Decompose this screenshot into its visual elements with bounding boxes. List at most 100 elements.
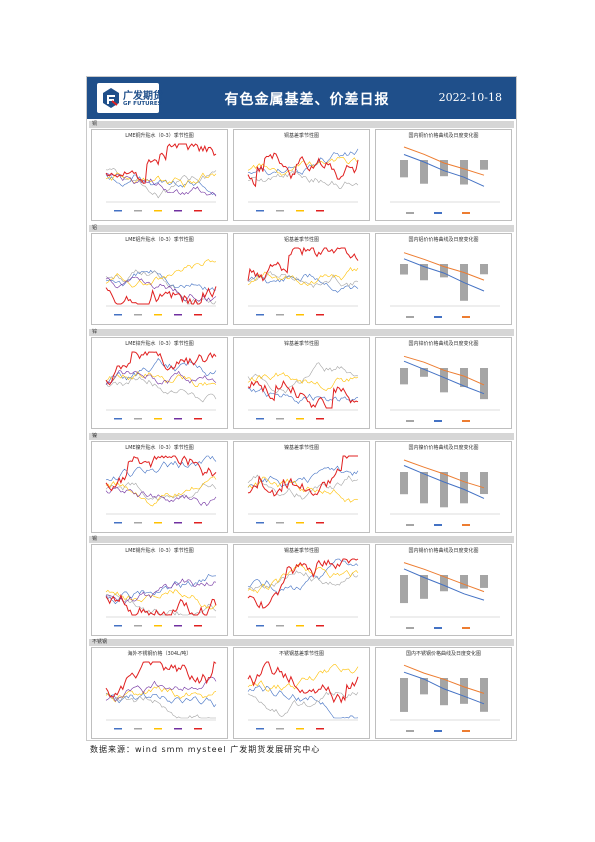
legend-swatch [194, 625, 202, 627]
metal-section: 锡 LME锡升贴水（0-3）季节性图 锡基差季节性图 国内锡价价格曲线及日度变化图 [89, 536, 514, 637]
series-line [105, 455, 217, 492]
lme-spread-chart: LME锡升贴水（0-3）季节性图 [91, 544, 228, 636]
series-line [105, 259, 217, 288]
legend-swatch [316, 314, 324, 316]
price-curve-line [403, 459, 485, 489]
daily-change-bar [400, 368, 408, 385]
chart-plot [247, 558, 359, 627]
daily-change-bar [400, 575, 408, 604]
legend-swatch [256, 418, 264, 420]
legend-swatch [434, 420, 442, 422]
series-line [247, 558, 359, 609]
chart-plot [105, 351, 217, 420]
legend-swatch [434, 316, 442, 318]
chart-plot [390, 562, 500, 629]
legend-swatch [276, 314, 284, 316]
legend-swatch [316, 210, 324, 212]
series-line [105, 685, 217, 703]
legend-swatch [406, 730, 414, 732]
series-line [247, 152, 359, 188]
chart-title: LME铜升贴水（0-3）季节性图 [125, 133, 194, 139]
series-line [105, 692, 217, 708]
chart-title: 锌基差季节性图 [283, 341, 319, 347]
daily-change-bar [440, 678, 448, 706]
series-line [105, 476, 217, 507]
legend-swatch [296, 728, 304, 730]
series-line [105, 676, 217, 702]
chart-title: 不锈钢基差季节性图 [278, 651, 324, 657]
data-source-note: 数据来源：wind smm mysteel 广发期货发展研究中心 [90, 745, 321, 754]
legend-swatch [406, 524, 414, 526]
series-line [247, 271, 359, 288]
series-line [105, 357, 217, 385]
logo-text-en: GF FUTURES [123, 101, 162, 107]
series-line [105, 351, 217, 386]
legend-swatch [462, 730, 470, 732]
price-curve-line [403, 360, 485, 395]
legend-swatch [462, 627, 470, 629]
section-header-bar: 锌 [89, 329, 514, 336]
daily-change-bar [460, 368, 468, 388]
legend-swatch [462, 212, 470, 214]
price-curve-chart: 国内铜价价格曲线及日度变化图 [375, 129, 512, 221]
section-label: 铜 [92, 121, 98, 127]
price-curve-chart: 国内镍价价格曲线及日度变化图 [375, 441, 512, 533]
series-line [247, 558, 359, 595]
metal-section: 镍 LME镍升贴水（0-3）季节性图 镍基差季节性图 国内镍价价格曲线及日度变化图 [89, 433, 514, 534]
chart-plot [105, 661, 217, 730]
chart-plot [390, 146, 500, 214]
legend-swatch [296, 210, 304, 212]
legend-swatch [154, 210, 162, 212]
series-line [247, 474, 359, 500]
price-curve-line [403, 568, 485, 601]
legend-swatch [462, 524, 470, 526]
chart-title: LME镍升贴水（0-3）季节性图 [125, 445, 194, 451]
series-line [105, 371, 217, 388]
series-line [247, 664, 359, 692]
legend-swatch [114, 728, 122, 730]
legend-swatch [406, 420, 414, 422]
header-banner: 广发期货 GF FUTURES 有色金属基差、价差日报 2022-10-18 [87, 77, 516, 119]
chart-plot [390, 459, 500, 526]
legend-swatch [316, 625, 324, 627]
legend-swatch [194, 418, 202, 420]
series-line [105, 276, 217, 302]
price-curve-line [403, 355, 485, 386]
section-label: 镍 [92, 433, 98, 439]
section-label: 不锈钢 [92, 639, 108, 645]
legend-swatch [174, 522, 182, 524]
legend-swatch [194, 210, 202, 212]
chart-plot [390, 252, 500, 318]
legend-swatch [154, 522, 162, 524]
daily-change-bar [400, 678, 408, 712]
chart-title: LME铝升贴水（0-3）季节性图 [125, 237, 194, 243]
company-logo: 广发期货 GF FUTURES [97, 83, 163, 113]
series-line [247, 476, 359, 503]
section-header-bar: 不锈钢 [89, 639, 514, 646]
chart-plot [390, 664, 500, 732]
legend-swatch [406, 212, 414, 214]
series-line [105, 172, 217, 188]
chart-title: LME锡升贴水（0-3）季节性图 [125, 548, 194, 554]
series-line [247, 465, 359, 488]
metal-section: 铜 LME铜升贴水（0-3）季节性图 铜基差季节性图 国内铜价价格曲线及日度变化图 [89, 121, 514, 222]
basis-seasonal-chart: 锡基差季节性图 [233, 544, 370, 636]
legend-swatch [256, 210, 264, 212]
report-date: 2022-10-18 [438, 91, 502, 104]
series-line [247, 246, 359, 282]
series-line [247, 455, 358, 497]
legend-swatch [174, 210, 182, 212]
legend-swatch [154, 625, 162, 627]
basis-seasonal-chart: 铝基差季节性图 [233, 233, 370, 325]
legend-swatch [296, 522, 304, 524]
chart-title: 国内铜价价格曲线及日度变化图 [408, 133, 479, 139]
logo-text-cn: 广发期货 [123, 91, 163, 102]
daily-change-bar [420, 368, 428, 377]
chart-plot [247, 246, 359, 316]
daily-change-bar [460, 160, 468, 185]
series-line [105, 269, 217, 291]
series-line [105, 174, 217, 196]
legend-swatch [276, 210, 284, 212]
legend-swatch [154, 314, 162, 316]
section-label: 锡 [92, 536, 98, 542]
